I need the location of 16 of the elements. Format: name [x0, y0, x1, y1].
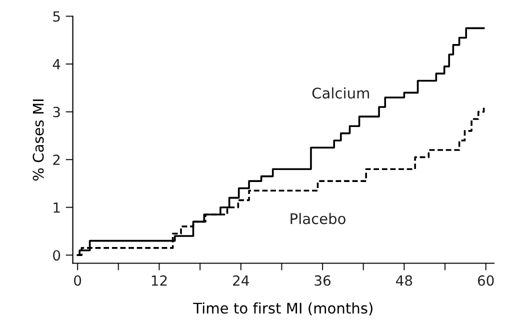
series-label: Calcium [312, 87, 370, 99]
y-tick-label: 4 [52, 59, 60, 70]
y-tick-label: 0 [53, 250, 60, 261]
y-tick-label: 1 [54, 202, 60, 213]
x-tick-label: 48 [396, 275, 412, 286]
y-tick-label: 2 [53, 154, 60, 165]
y-axis-title: % Cases MI [32, 100, 44, 181]
x-tick-label: 60 [478, 275, 494, 286]
x-tick-label: 0 [74, 275, 82, 286]
x-tick-label: 24 [233, 275, 249, 286]
x-tick-label: 12 [152, 275, 167, 286]
series-label: Placebo [290, 212, 346, 224]
y-tick-label: 5 [53, 11, 60, 22]
y-tick-label: 3 [53, 106, 60, 118]
x-tick-label: 36 [314, 275, 330, 286]
x-axis-title: Time to first MI (months) [193, 302, 372, 316]
